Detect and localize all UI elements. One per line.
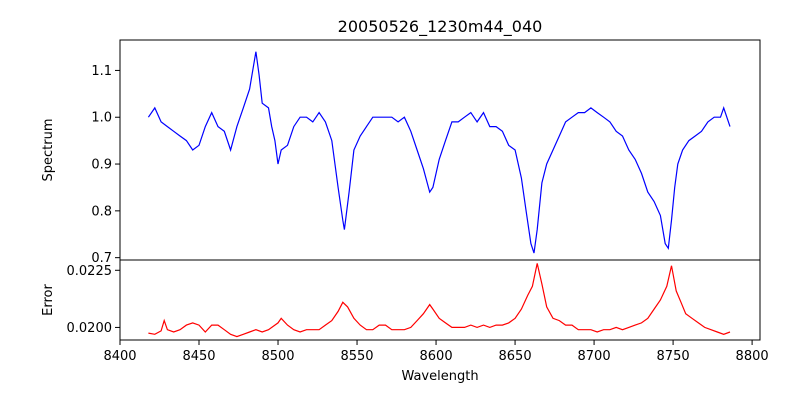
spectrum-y-tick-label: 0.8 [91,204,112,219]
spectrum-y-tick-label: 0.9 [91,158,112,173]
wavelength-x-tick-label: 8400 [103,349,136,364]
spectrum-y-label: Spectrum [41,119,56,182]
error-line [148,263,731,338]
wavelength-x-tick-label: 8800 [736,349,769,364]
spectrum-panel: 0.7 0.8 0.9 1.0 1.1 Spectrum [41,39,761,266]
wavelength-x-tick-label: 8500 [261,349,294,364]
error-panel: 0.0200 0.0225 8400 8450 8500 8550 8600 8650 870… [41,259,769,384]
spectrum-line [147,51,731,254]
spectrum-y-tick-label: 0.7 [91,251,112,266]
wavelength-x-ticks: 8400 8450 8500 8550 8600 8650 8700 8750 8800 [103,340,769,364]
wavelength-x-tick-label: 8750 [657,349,690,364]
wavelength-x-tick-label: 8450 [182,349,215,364]
wavelength-x-tick-label: 8700 [578,349,611,364]
error-axes-frame [119,259,761,341]
chart-title: 20050526_1230m44_040 [338,17,543,37]
wavelength-x-tick-label: 8650 [499,349,532,364]
spectrum-y-ticks: 0.7 0.8 0.9 1.0 1.1 [91,64,120,266]
error-y-ticks: 0.0200 0.0225 [67,264,120,336]
spectrum-y-tick-label: 1.0 [91,111,112,126]
wavelength-x-tick-label: 8600 [420,349,453,364]
wavelength-x-label: Wavelength [401,369,478,384]
wavelength-x-tick-label: 8550 [340,349,373,364]
spectrum-y-tick-label: 1.1 [91,64,112,79]
error-y-tick-label: 0.0200 [67,321,113,336]
error-y-tick-label: 0.0225 [67,264,113,279]
error-y-label: Error [41,284,56,316]
